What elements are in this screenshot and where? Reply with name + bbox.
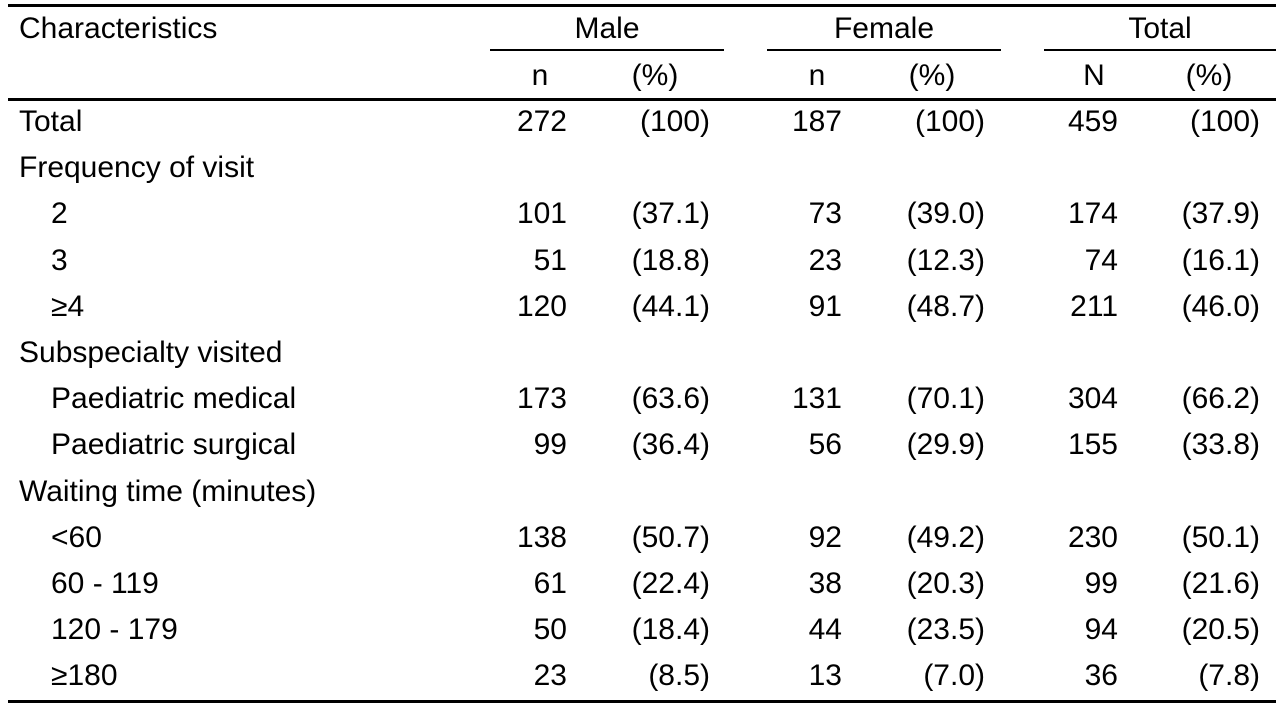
row-label: Waiting time (minutes) bbox=[19, 475, 317, 508]
cell-male-n: 138 bbox=[516, 521, 567, 554]
cell-female-n: 187 bbox=[791, 105, 842, 138]
cell-male-n: 50 bbox=[533, 613, 567, 646]
subheader-male-n: n bbox=[531, 59, 549, 92]
cell-female-n: 91 bbox=[808, 290, 842, 323]
cell-female-pct: (70.1) bbox=[906, 382, 985, 415]
cell-total-pct: (7.8) bbox=[1198, 659, 1260, 692]
cell-female-pct: (100) bbox=[914, 105, 985, 138]
cell-female-n: 73 bbox=[808, 197, 842, 230]
subheader-total-n: N bbox=[1083, 59, 1105, 92]
cell-female-n: 131 bbox=[791, 382, 842, 415]
cell-total-pct: (21.6) bbox=[1181, 567, 1260, 600]
cell-total-n: 36 bbox=[1084, 659, 1118, 692]
table-top-rule bbox=[8, 4, 1276, 7]
cell-male-pct: (18.4) bbox=[631, 613, 710, 646]
header-female: Female bbox=[833, 12, 935, 45]
cell-male-n: 120 bbox=[516, 290, 567, 323]
subheader-female-n: n bbox=[808, 59, 826, 92]
cell-female-n: 44 bbox=[808, 613, 842, 646]
cell-female-pct: (49.2) bbox=[906, 521, 985, 554]
row-sublabel: 3 bbox=[51, 244, 68, 277]
cell-total-pct: (16.1) bbox=[1181, 244, 1260, 277]
cell-total-n: 99 bbox=[1084, 567, 1118, 600]
header-total: Total bbox=[1128, 12, 1192, 45]
cell-female-n: 23 bbox=[808, 244, 842, 277]
row-sublabel: Paediatric surgical bbox=[51, 428, 297, 461]
subheader-female-pct: (%) bbox=[908, 59, 956, 92]
cell-total-n: 230 bbox=[1067, 521, 1118, 554]
cell-male-pct: (18.8) bbox=[631, 244, 710, 277]
cell-male-n: 101 bbox=[516, 197, 567, 230]
cell-female-n: 38 bbox=[808, 567, 842, 600]
cell-male-n: 61 bbox=[533, 567, 567, 600]
cell-total-n: 304 bbox=[1067, 382, 1118, 415]
row-sublabel: 120 - 179 bbox=[51, 613, 178, 646]
cell-female-pct: (7.0) bbox=[923, 659, 985, 692]
cell-total-pct: (50.1) bbox=[1181, 521, 1260, 554]
total-group-rule bbox=[1044, 49, 1276, 51]
male-group-rule bbox=[490, 49, 724, 51]
cell-total-n: 211 bbox=[1070, 290, 1118, 323]
cell-male-n: 23 bbox=[533, 659, 567, 692]
cell-male-pct: (63.6) bbox=[631, 382, 710, 415]
cell-female-n: 13 bbox=[808, 659, 842, 692]
row-sublabel: Paediatric medical bbox=[51, 382, 297, 415]
cell-total-n: 459 bbox=[1067, 105, 1118, 138]
row-sublabel: <60 bbox=[51, 521, 102, 554]
subheader-male-pct: (%) bbox=[631, 59, 679, 92]
cell-female-pct: (48.7) bbox=[906, 290, 985, 323]
cell-total-pct: (100) bbox=[1189, 105, 1260, 138]
row-label: Subspecialty visited bbox=[19, 336, 283, 369]
row-label: Total bbox=[19, 105, 83, 138]
cell-total-pct: (66.2) bbox=[1181, 382, 1260, 415]
cell-total-n: 94 bbox=[1084, 613, 1118, 646]
row-sublabel: ≥4 bbox=[51, 290, 85, 323]
cell-female-pct: (12.3) bbox=[906, 244, 985, 277]
row-sublabel: ≥180 bbox=[51, 659, 118, 692]
cell-female-pct: (23.5) bbox=[906, 613, 985, 646]
cell-total-pct: (33.8) bbox=[1181, 428, 1260, 461]
cell-female-pct: (39.0) bbox=[906, 197, 985, 230]
cell-male-pct: (50.7) bbox=[631, 521, 710, 554]
subheader-total-pct: (%) bbox=[1185, 59, 1233, 92]
header-characteristics: Characteristics bbox=[19, 12, 218, 45]
header-bottom-rule bbox=[8, 98, 1276, 101]
cell-male-pct: (44.1) bbox=[631, 290, 710, 323]
cell-total-pct: (20.5) bbox=[1181, 613, 1260, 646]
cell-total-n: 74 bbox=[1084, 244, 1118, 277]
row-label: Frequency of visit bbox=[19, 151, 255, 184]
cell-male-pct: (100) bbox=[639, 105, 710, 138]
female-group-rule bbox=[767, 49, 1001, 51]
row-sublabel: 60 - 119 bbox=[51, 567, 159, 600]
cell-female-n: 92 bbox=[808, 521, 842, 554]
cell-male-n: 272 bbox=[516, 105, 567, 138]
cell-male-n: 51 bbox=[533, 244, 567, 277]
cell-male-pct: (22.4) bbox=[631, 567, 710, 600]
cell-total-pct: (37.9) bbox=[1181, 197, 1260, 230]
table-bottom-rule bbox=[8, 700, 1276, 703]
cell-male-n: 99 bbox=[533, 428, 567, 461]
cell-total-n: 174 bbox=[1067, 197, 1118, 230]
cell-female-pct: (20.3) bbox=[906, 567, 985, 600]
cell-male-pct: (37.1) bbox=[631, 197, 710, 230]
row-sublabel: 2 bbox=[51, 197, 68, 230]
cell-female-pct: (29.9) bbox=[906, 428, 985, 461]
cell-male-n: 173 bbox=[516, 382, 567, 415]
cell-total-n: 155 bbox=[1067, 428, 1118, 461]
cell-female-n: 56 bbox=[808, 428, 842, 461]
cell-male-pct: (36.4) bbox=[631, 428, 710, 461]
header-male: Male bbox=[574, 12, 640, 45]
cell-male-pct: (8.5) bbox=[648, 659, 710, 692]
cell-total-pct: (46.0) bbox=[1181, 290, 1260, 323]
